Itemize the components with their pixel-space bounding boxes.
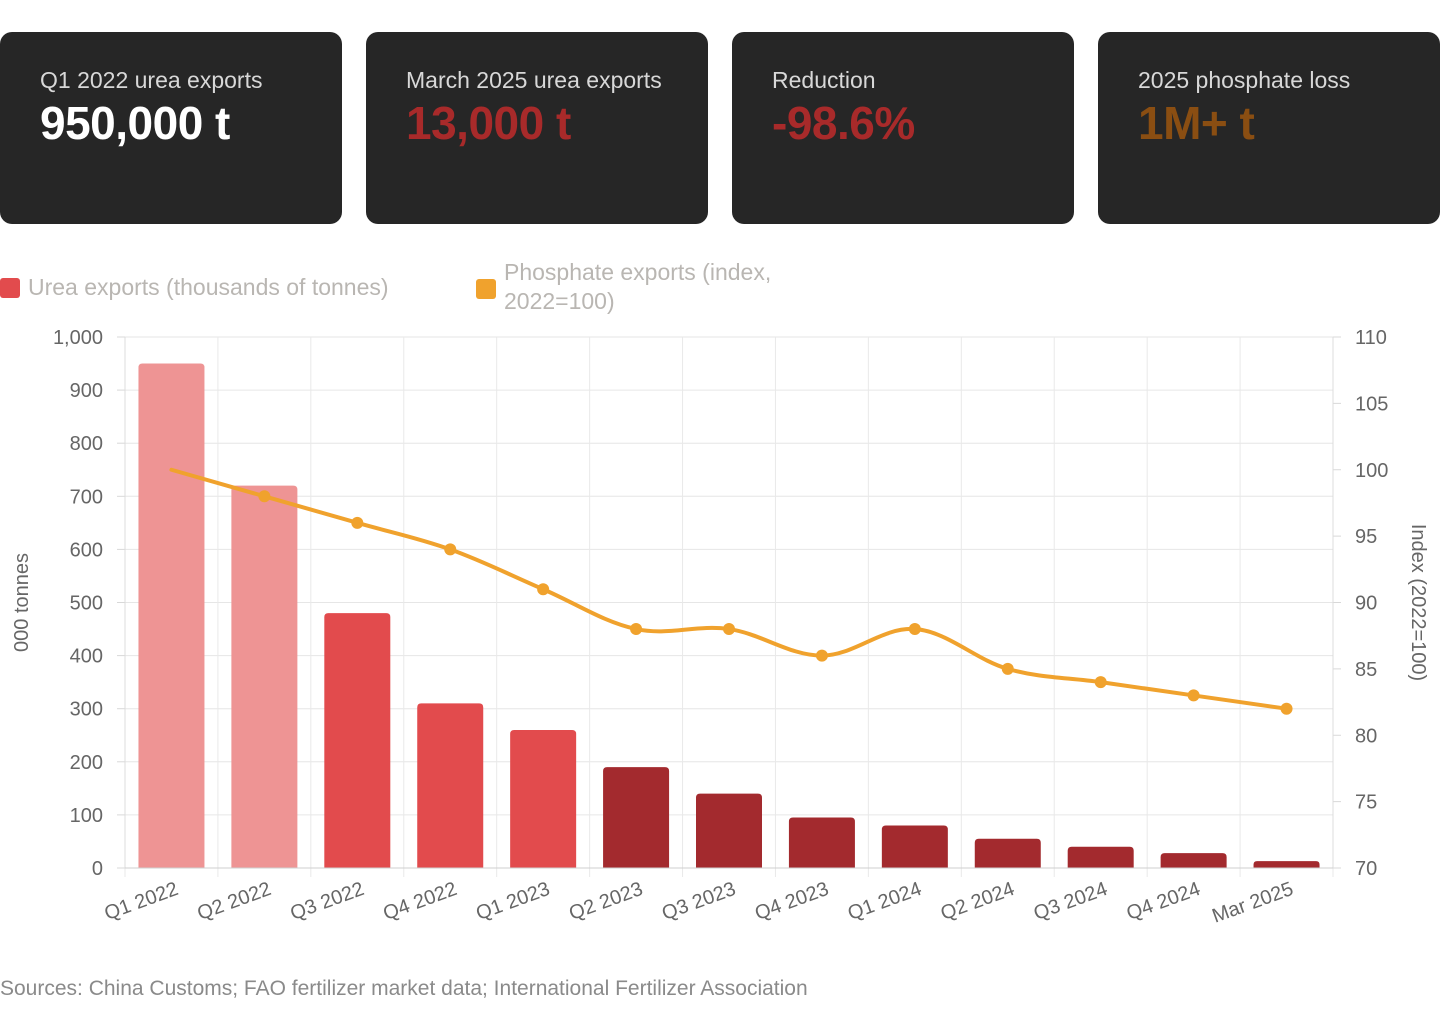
kpi-label: Reduction	[772, 67, 876, 93]
y2-tick-label: 70	[1355, 858, 1377, 880]
kpi-value: 950,000 t	[40, 97, 230, 149]
point-phosphate	[723, 623, 735, 636]
x-tick-label: Q2 2024	[938, 878, 1018, 925]
bar-urea	[138, 363, 205, 868]
legend-item-phosphate[interactable]: Phosphate exports (index, 2022=100)	[476, 258, 824, 316]
y2-tick-label: 95	[1355, 526, 1377, 548]
y-tick-label: 600	[70, 539, 103, 561]
x-tick-label: Q3 2022	[287, 878, 367, 925]
x-tick-label: Q3 2024	[1031, 878, 1111, 925]
y-tick-label: 0	[92, 858, 103, 880]
y-tick-label: 100	[70, 805, 103, 827]
point-phosphate	[1094, 676, 1107, 689]
kpi-value: 1M+ t	[1138, 97, 1255, 149]
bar-urea	[881, 825, 948, 868]
combo-chart: 0 100 200 300 400 500 600 700 800 900 1,000 70 75 80 8…	[11, 327, 1429, 928]
legend-label-phosphate: Phosphate exports (index, 2022=100)	[504, 259, 772, 314]
kpi-cards: Q1 2022 urea exports 950,000 t March 202…	[0, 32, 1440, 224]
point-phosphate	[258, 490, 271, 503]
kpi-value: -98.6%	[772, 97, 915, 149]
kpi-value: 13,000 t	[406, 97, 571, 149]
bar-urea	[1160, 853, 1227, 868]
y-tick-label: 900	[70, 380, 103, 402]
kpi-label: Q1 2022 urea exports	[40, 67, 263, 93]
y2-tick-label: 85	[1355, 659, 1377, 681]
bar-urea	[974, 838, 1041, 868]
kpi-card-q1-2022-urea: Q1 2022 urea exports 950,000 t	[0, 32, 342, 224]
x-tick-label: Q3 2023	[659, 878, 739, 925]
x-tick-label: Q4 2022	[380, 878, 460, 925]
bar-urea	[324, 613, 391, 868]
x-tick-label: Q4 2024	[1124, 878, 1204, 925]
y-tick-label: 700	[70, 486, 103, 508]
point-phosphate	[630, 623, 643, 636]
legend-label-urea: Urea exports (thousands of tonnes)	[28, 274, 389, 300]
x-tick-label: Q1 2023	[473, 878, 553, 925]
x-tick-label: Q2 2023	[566, 878, 646, 925]
y2-tick-label: 100	[1355, 460, 1388, 482]
point-phosphate	[537, 583, 550, 596]
kpi-label: 2025 phosphate loss	[1138, 67, 1351, 93]
x-tick-label: Q1 2024	[845, 878, 925, 925]
bar-urea	[788, 817, 855, 868]
legend-item-urea[interactable]: Urea exports (thousands of tonnes)	[0, 258, 389, 302]
point-phosphate	[351, 516, 364, 529]
y-tick-label: 400	[70, 646, 103, 668]
y-axis-title: 000 tonnes	[11, 553, 33, 652]
source-note: Sources: China Customs; FAO fertilizer m…	[0, 977, 808, 1000]
kpi-card-reduction: Reduction -98.6%	[732, 32, 1074, 224]
point-phosphate	[444, 543, 457, 556]
bar-urea	[603, 767, 670, 868]
bar-layer	[138, 363, 1320, 868]
bar-urea	[417, 703, 484, 868]
y2-tick-label: 75	[1355, 792, 1377, 814]
x-tick-label: Mar 2025	[1209, 878, 1296, 928]
y2-tick-label: 80	[1355, 725, 1377, 747]
kpi-card-march-2025-urea: March 2025 urea exports 13,000 t	[366, 32, 708, 224]
point-phosphate	[1001, 662, 1014, 675]
kpi-label: March 2025 urea exports	[406, 67, 662, 93]
point-phosphate	[908, 623, 921, 636]
y2-tick-label: 105	[1355, 393, 1388, 415]
y2-tick-label: 90	[1355, 593, 1377, 615]
bar-urea	[696, 793, 762, 868]
point-phosphate	[815, 649, 828, 662]
point-phosphate	[1187, 689, 1200, 702]
y-tick-label: 1,000	[53, 327, 103, 349]
bar-urea	[1067, 846, 1134, 868]
point-phosphate	[1280, 702, 1293, 715]
y-tick-label: 500	[70, 593, 103, 615]
kpi-card-phosphate-loss: 2025 phosphate loss 1M+ t	[1098, 32, 1440, 224]
bar-urea	[1253, 861, 1320, 868]
y-tick-label: 300	[70, 699, 103, 721]
y-tick-label: 800	[70, 433, 103, 455]
x-tick-label: Q2 2022	[194, 878, 274, 925]
y-tick-label: 200	[70, 752, 103, 774]
legend-swatch-urea	[0, 278, 20, 298]
y2-axis-title: Index (2022=100)	[1407, 524, 1429, 681]
line-layer	[169, 467, 1293, 715]
x-tick-label: Q1 2022	[102, 878, 182, 925]
chart-legend: Urea exports (thousands of tonnes) Phosp…	[0, 258, 900, 322]
bar-urea	[231, 485, 298, 868]
bar-urea	[510, 729, 577, 868]
y2-tick-label: 110	[1355, 327, 1387, 349]
legend-swatch-phosphate	[476, 279, 496, 299]
x-tick-label: Q4 2023	[752, 878, 832, 925]
